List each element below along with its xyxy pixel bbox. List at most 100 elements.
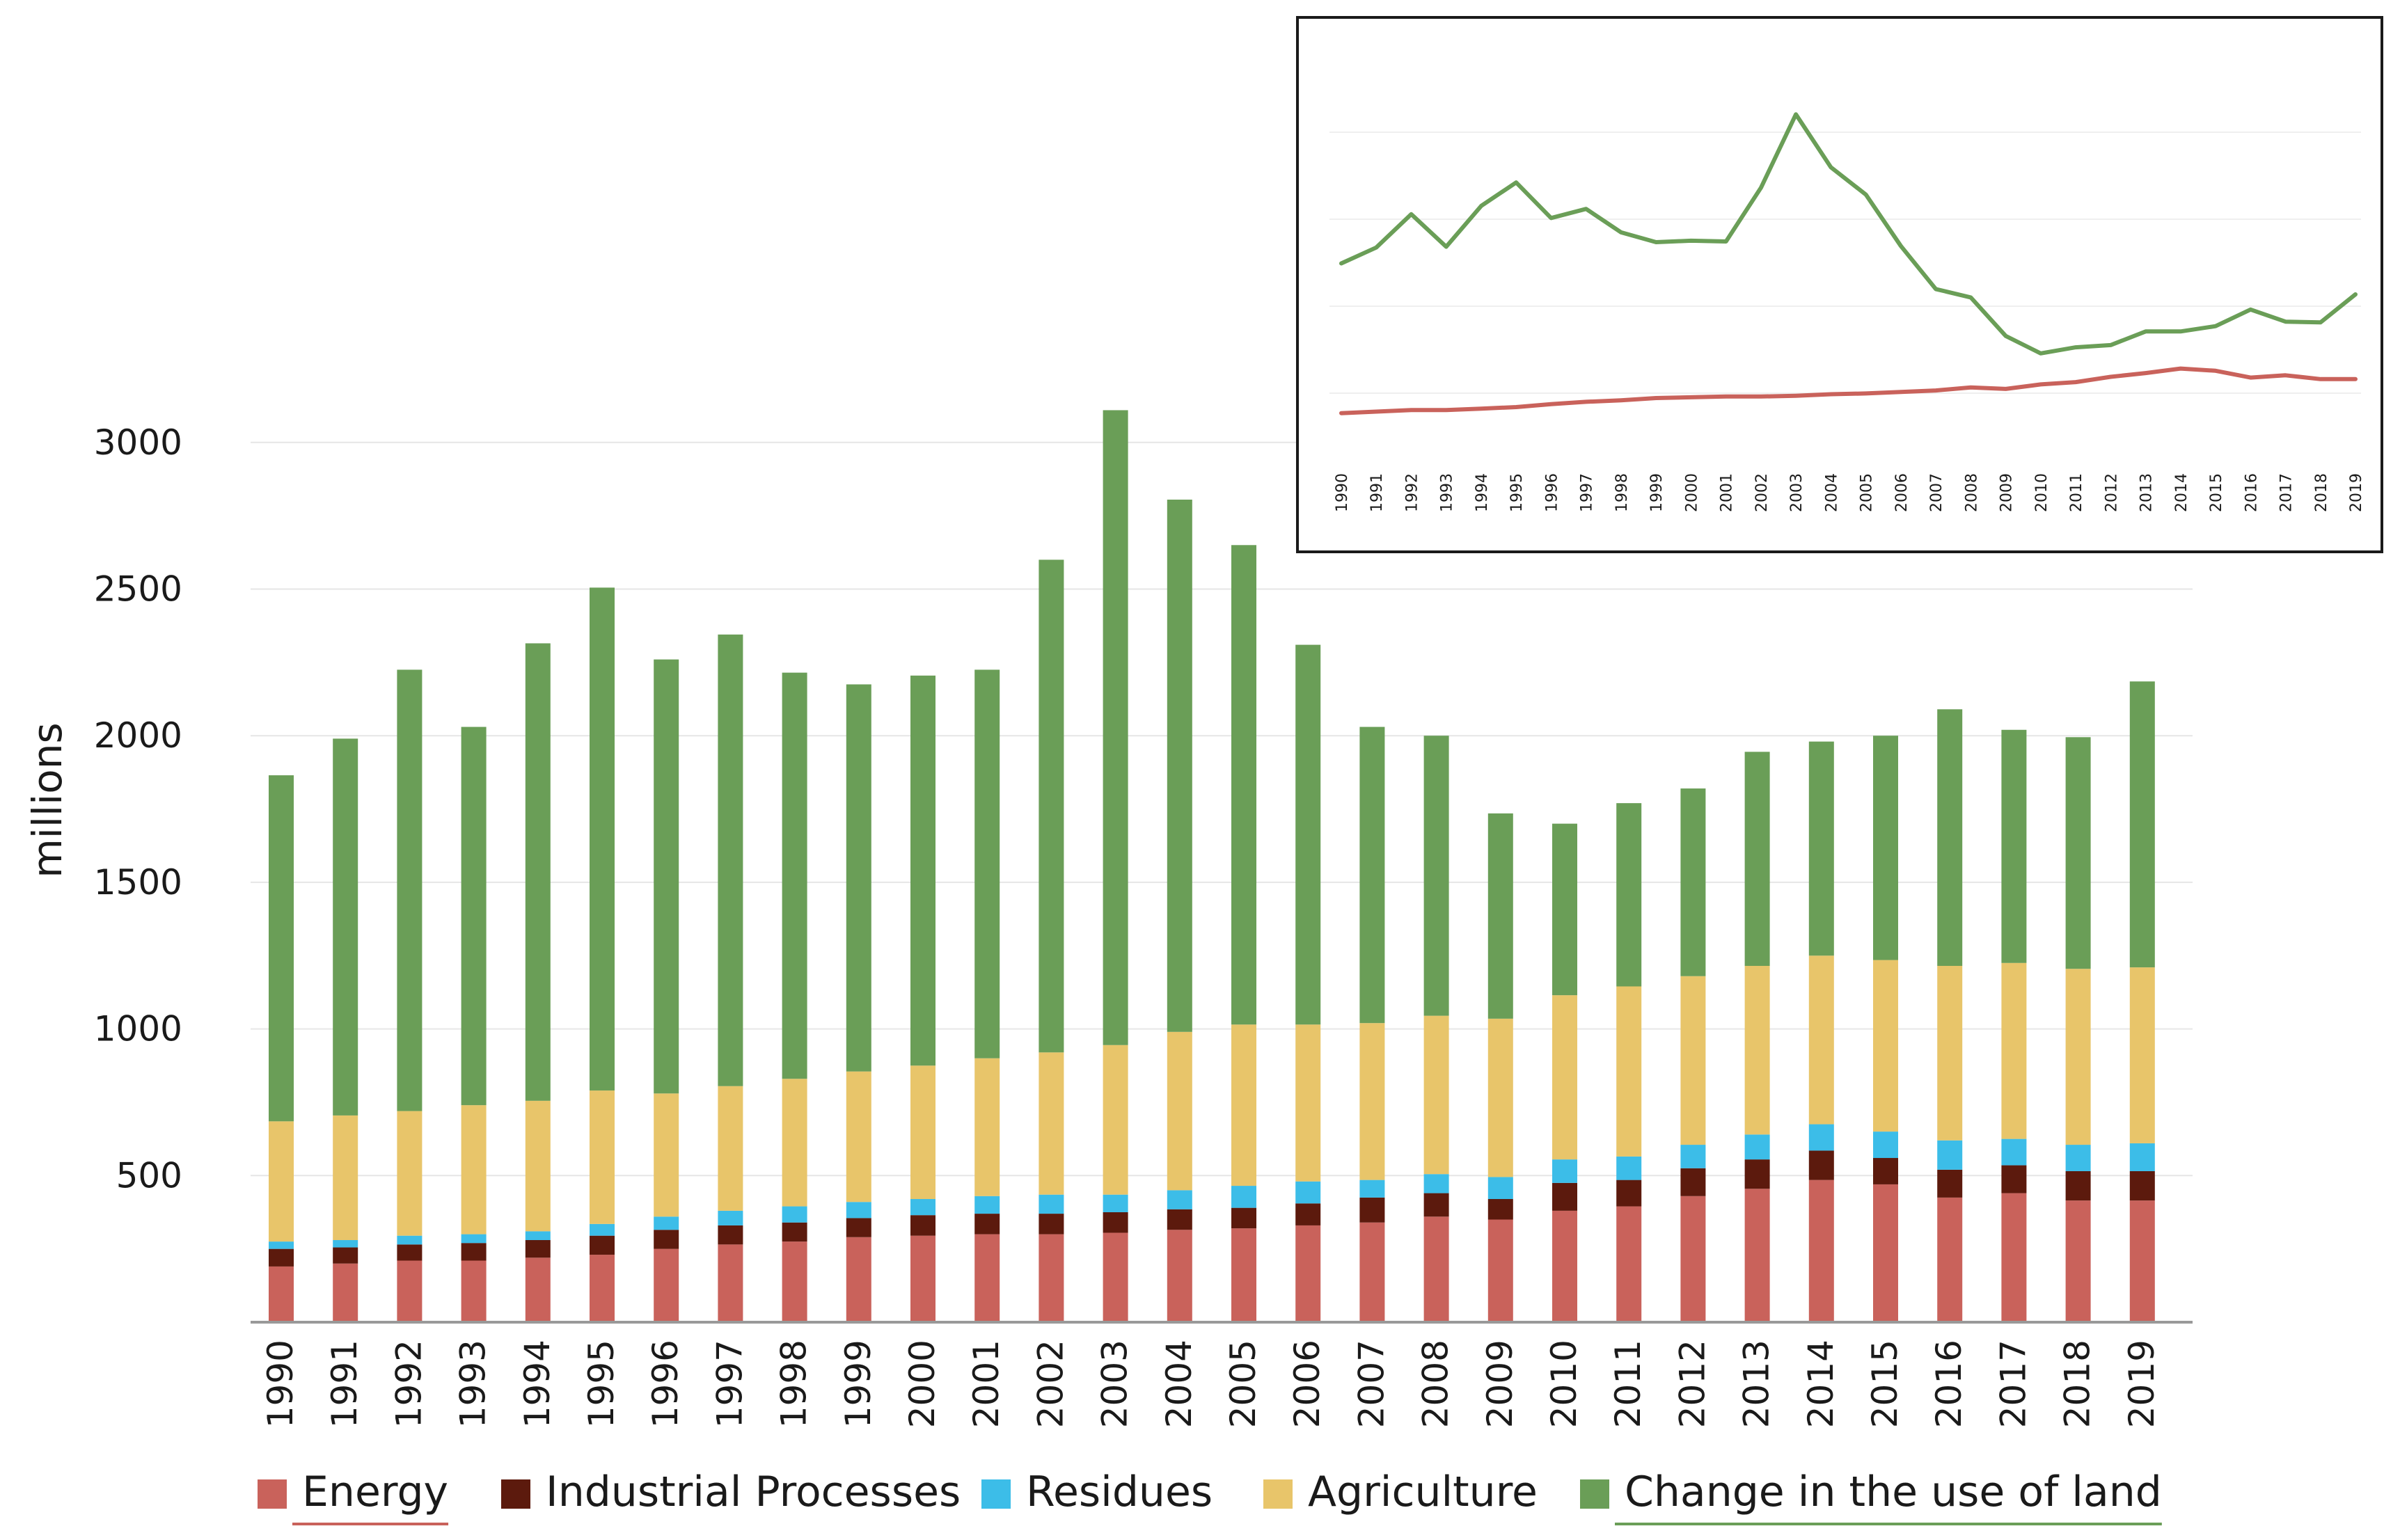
bar-segment bbox=[525, 1257, 551, 1322]
bar-segment bbox=[2001, 1138, 2027, 1166]
y-tick-label: 3000 bbox=[94, 422, 182, 463]
bar-segment bbox=[782, 1241, 807, 1322]
bar-segment bbox=[525, 1240, 551, 1258]
inset-x-tick-label: 1990 bbox=[1334, 473, 1351, 512]
x-tick-label: 2002 bbox=[1030, 1340, 1071, 1428]
y-tick-label: 1500 bbox=[94, 862, 182, 903]
inset-x-tick-label: 2004 bbox=[1823, 473, 1840, 512]
bar-segment bbox=[1359, 727, 1385, 1024]
bar-segment bbox=[590, 1255, 615, 1322]
x-tick-label: 2003 bbox=[1095, 1340, 1135, 1428]
bar-segment bbox=[654, 659, 679, 1094]
inset-x-tick-label: 1991 bbox=[1368, 473, 1386, 512]
x-tick-label: 1997 bbox=[709, 1340, 750, 1428]
bar-segment bbox=[1039, 1052, 1064, 1195]
legend-item: Residues bbox=[981, 1468, 1213, 1516]
x-tick-label: 2015 bbox=[1865, 1340, 1905, 1428]
bar-segment bbox=[654, 1248, 679, 1322]
bar-segment bbox=[1103, 410, 1128, 1045]
bar-segment bbox=[461, 1105, 487, 1235]
inset-line-chart: 1990 1991 1992 1993 1994 1995 1996 1997 1998 1999… bbox=[1296, 16, 2383, 553]
bar-segment bbox=[333, 1240, 358, 1248]
inset-lines bbox=[1339, 112, 2358, 415]
inset-x-tick-label: 2013 bbox=[2138, 473, 2156, 512]
bar-segment bbox=[1103, 1232, 1128, 1322]
x-tick-label: 1999 bbox=[838, 1340, 878, 1428]
legend-swatch bbox=[981, 1479, 1011, 1509]
bar-segment bbox=[974, 1196, 1000, 1214]
bar-segment bbox=[1744, 1189, 1770, 1322]
x-tick-label: 2013 bbox=[1737, 1340, 1777, 1428]
bar-segment bbox=[1873, 736, 1898, 960]
legend-swatch bbox=[258, 1479, 287, 1509]
y-tick-label: 1000 bbox=[94, 1009, 182, 1049]
bar-segment bbox=[1937, 1140, 1963, 1170]
bar-segment bbox=[910, 1065, 935, 1200]
bar-segment bbox=[1423, 1193, 1449, 1217]
x-tick-label: 1996 bbox=[645, 1340, 686, 1428]
bar-segment bbox=[1295, 1225, 1321, 1322]
bar-segment bbox=[654, 1216, 679, 1230]
bar-segment bbox=[590, 1090, 615, 1224]
inset-x-tick-labels: 1990 1991 1992 1993 1994 1995 1996 1997 1998 1999… bbox=[1334, 473, 2365, 512]
bar-segment bbox=[910, 1199, 935, 1216]
bar-segment bbox=[397, 1111, 423, 1236]
inset-x-tick-label: 2019 bbox=[2348, 473, 2365, 512]
bar-segment bbox=[1680, 1145, 1706, 1168]
bar-segment bbox=[2065, 1200, 2091, 1322]
x-tick-label: 2016 bbox=[1929, 1340, 1969, 1428]
inset-x-tick-label: 1996 bbox=[1543, 473, 1561, 512]
legend-item: Energy bbox=[258, 1468, 449, 1525]
bar-segment bbox=[2129, 1143, 2155, 1171]
bar-segment bbox=[974, 669, 1000, 1058]
bar-segment bbox=[1873, 1184, 1898, 1322]
inset-x-tick-label: 2006 bbox=[1893, 473, 1911, 512]
legend-label: Residues bbox=[1026, 1468, 1213, 1516]
bar-segment bbox=[1039, 559, 1064, 1053]
inset-x-tick-label: 2016 bbox=[2243, 473, 2260, 512]
bar-segment bbox=[1295, 1203, 1321, 1225]
x-tick-label: 2007 bbox=[1351, 1340, 1391, 1428]
inset-x-tick-label: 2009 bbox=[1998, 473, 2016, 512]
bar-segment bbox=[1039, 1234, 1064, 1322]
bar-segment bbox=[525, 643, 551, 1101]
bar-segment bbox=[1231, 1207, 1256, 1229]
x-tick-label: 2009 bbox=[1480, 1340, 1520, 1428]
bar-segment bbox=[269, 1248, 294, 1267]
inset-x-tick-label: 2014 bbox=[2173, 473, 2190, 512]
bar-segment bbox=[974, 1234, 1000, 1322]
bar-segment bbox=[461, 1234, 487, 1244]
bar-segment bbox=[910, 1235, 935, 1322]
bar-segment bbox=[2065, 1170, 2091, 1201]
bar-segment bbox=[910, 675, 935, 1066]
bar-segment bbox=[1487, 1199, 1513, 1220]
inset-series-line bbox=[1339, 112, 2358, 356]
inset-x-tick-label: 2005 bbox=[1858, 473, 1876, 512]
bar-segment bbox=[718, 1210, 743, 1225]
bar-segment bbox=[525, 1100, 551, 1232]
bar-segment bbox=[1423, 1015, 1449, 1175]
bar-segment bbox=[1808, 1180, 1834, 1322]
x-tick-label: 2008 bbox=[1416, 1340, 1456, 1428]
bar-segment bbox=[1616, 1206, 1642, 1322]
bar-segment bbox=[1487, 1177, 1513, 1200]
bar-segment bbox=[2065, 969, 2091, 1145]
bar-segment bbox=[590, 1223, 615, 1236]
bar-segment bbox=[525, 1231, 551, 1241]
bar-segment bbox=[269, 1121, 294, 1242]
inset-x-tick-label: 2002 bbox=[1753, 473, 1771, 512]
bar-segment bbox=[1552, 823, 1577, 996]
x-tick-label: 2012 bbox=[1672, 1340, 1712, 1428]
bar-segment bbox=[1167, 499, 1192, 1032]
bar-segment bbox=[1744, 965, 1770, 1135]
inset-x-tick-label: 2007 bbox=[1928, 473, 1945, 512]
x-tick-label: 1990 bbox=[260, 1340, 301, 1428]
bar-segment bbox=[654, 1230, 679, 1249]
inset-x-tick-label: 2008 bbox=[1963, 473, 1980, 512]
bar-segment bbox=[1680, 976, 1706, 1145]
bar-segment bbox=[269, 775, 294, 1122]
bar-segment bbox=[1423, 1216, 1449, 1322]
bar-segment bbox=[1616, 1156, 1642, 1180]
x-tick-label: 2004 bbox=[1159, 1340, 1199, 1428]
